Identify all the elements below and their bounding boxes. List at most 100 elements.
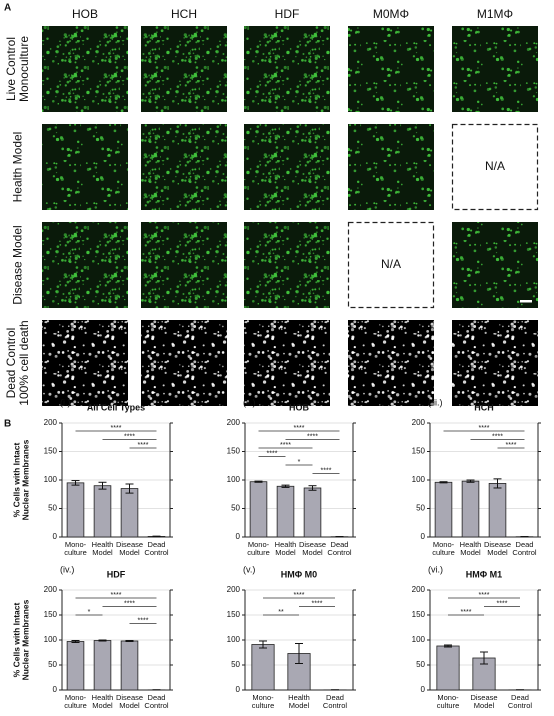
micrograph (348, 26, 434, 112)
y-tick-label: 200 (227, 418, 241, 427)
y-tick-label: 50 (416, 660, 425, 669)
error-bar (71, 480, 80, 486)
column-header: HDF (275, 7, 300, 21)
error-bar (444, 644, 452, 648)
micrograph (141, 26, 227, 112)
bar (120, 640, 139, 691)
x-tick-label: Dead Control (327, 540, 352, 558)
x-tick-label: Mono- culture (64, 693, 87, 711)
y-tick-label: 200 (44, 418, 58, 427)
bar (434, 481, 453, 538)
panel-label: A (4, 3, 11, 14)
y-tick-label: 50 (48, 660, 57, 669)
significance-label: **** (479, 592, 490, 599)
micrograph (141, 124, 227, 210)
x-tick-label: Dead Control (144, 693, 169, 711)
bar (120, 488, 139, 538)
y-tick-label: 100 (227, 635, 241, 644)
y-tick-label: 150 (227, 447, 241, 456)
significance-label: **** (138, 442, 149, 449)
significance-label: **** (461, 609, 472, 616)
micrograph (244, 320, 330, 406)
y-tick-label: 200 (412, 585, 426, 594)
significance-label: **** (267, 450, 278, 457)
error-bar (295, 643, 303, 664)
bar (461, 480, 480, 538)
error-bar (98, 639, 107, 642)
micrograph (42, 26, 128, 112)
panel-label: (i.) (60, 397, 71, 407)
column-header: HCH (171, 7, 197, 21)
y-tick-label: 100 (44, 635, 58, 644)
significance-label: **** (321, 467, 332, 474)
error-bar (125, 640, 134, 642)
micrograph (141, 320, 227, 406)
y-tick-label: 50 (231, 504, 240, 513)
x-tick-label: Dead Control (512, 540, 537, 558)
column-header: HOB (72, 7, 98, 21)
error-bar (281, 484, 290, 488)
error-bar (308, 485, 317, 491)
row-label: Disease Model (10, 225, 25, 305)
error-bar (259, 640, 267, 649)
panel-label: (v.) (243, 564, 255, 574)
x-tick-label: Health Model (288, 693, 310, 711)
y-axis-label: % Cells with Intact Nuclear Membranes (11, 599, 31, 681)
y-tick-label: 100 (227, 475, 241, 484)
y-tick-label: 200 (412, 418, 426, 427)
significance-label: **** (492, 433, 503, 440)
error-bar (98, 481, 107, 490)
chart-title: HMΦ M0 (281, 569, 317, 579)
column-header: M0MΦ (373, 7, 409, 21)
bar (66, 482, 85, 538)
bar (303, 487, 322, 538)
x-tick-label: Dead Control (322, 693, 348, 711)
na-label: N/A (485, 159, 505, 173)
error-bar (439, 481, 448, 484)
y-tick-label: 200 (227, 585, 241, 594)
y-tick-label: 150 (44, 447, 58, 456)
y-tick-label: 0 (236, 532, 241, 541)
error-bar (466, 479, 475, 483)
y-tick-label: 50 (48, 504, 57, 513)
bar (251, 644, 275, 691)
significance-label: **** (124, 433, 135, 440)
y-tick-label: 150 (412, 447, 426, 456)
micrograph (42, 222, 128, 308)
panel-label: (vi.) (428, 564, 443, 574)
error-bar (152, 535, 161, 538)
row-label: Health Model (10, 131, 25, 203)
significance-label: **** (312, 600, 323, 607)
y-axis-label: % Cells with Intact Nuclear Membranes (11, 439, 31, 521)
scale-bar (520, 300, 532, 303)
micrograph (348, 320, 434, 406)
y-tick-label: 50 (231, 660, 240, 669)
x-tick-label: Health Model (91, 693, 114, 711)
error-bar (480, 651, 488, 665)
x-tick-label: Disease Model (483, 540, 512, 558)
chart-title: HDF (107, 569, 126, 579)
y-tick-label: 100 (412, 475, 426, 484)
x-tick-label: Mono- culture (64, 540, 87, 558)
panel-label: (iv.) (60, 564, 74, 574)
bar (436, 645, 460, 691)
significance-label: **** (294, 592, 305, 599)
y-tick-label: 200 (44, 585, 58, 594)
na-label: N/A (381, 257, 401, 271)
chart-title: HOB (289, 402, 310, 412)
bar (249, 481, 268, 538)
x-tick-label: Disease Model (298, 540, 327, 558)
micrograph (452, 26, 538, 112)
panel-label: (ii.) (243, 397, 256, 407)
y-tick-label: 0 (53, 685, 58, 694)
x-tick-label: Dead Control (144, 540, 169, 558)
x-tick-label: Health Model (459, 540, 482, 558)
micrograph (244, 222, 330, 308)
x-tick-label: Mono- culture (247, 540, 270, 558)
y-tick-label: 100 (44, 475, 58, 484)
bar (276, 485, 295, 538)
significance-label: **** (294, 425, 305, 432)
x-tick-label: Mono- culture (432, 540, 455, 558)
